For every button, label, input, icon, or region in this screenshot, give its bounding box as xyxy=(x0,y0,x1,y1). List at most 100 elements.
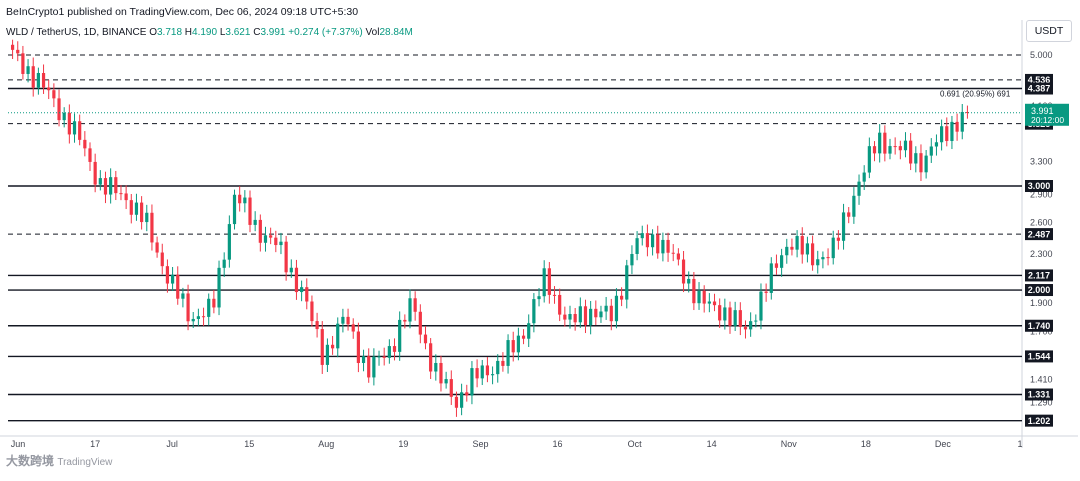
candle-body xyxy=(614,295,619,322)
candle-body xyxy=(676,253,680,260)
candle-body xyxy=(950,121,954,142)
candle-body xyxy=(372,356,376,378)
candle-body xyxy=(351,324,355,332)
level-badge xyxy=(1025,284,1053,297)
level-badge-label: 4.387 xyxy=(1028,84,1051,94)
candle-body xyxy=(62,112,66,121)
x-tick-label: 1 xyxy=(1017,439,1022,449)
candle-body xyxy=(305,287,309,302)
candle-body xyxy=(635,238,639,254)
candle-body xyxy=(552,294,557,296)
level-badge xyxy=(1025,269,1053,282)
candle-body xyxy=(201,316,206,318)
candle-body xyxy=(434,362,438,372)
y-tick-label: 2.300 xyxy=(1030,249,1053,259)
candle-body xyxy=(31,66,35,88)
candle-body xyxy=(718,305,722,321)
candle-body xyxy=(41,73,46,88)
y-tick-label: 1.410 xyxy=(1030,375,1053,385)
candle-body xyxy=(831,237,835,259)
candle-body xyxy=(821,257,825,260)
symbol-label: WLD / TetherUS, 1D, BINANCE xyxy=(6,27,147,38)
candle-body xyxy=(841,212,846,241)
candle-body xyxy=(367,356,371,378)
candle-body xyxy=(496,360,500,375)
level-badge-label: 1.544 xyxy=(1028,352,1051,362)
candle-body xyxy=(702,290,706,304)
candle-body xyxy=(883,132,887,154)
candle-body xyxy=(36,73,40,88)
candle-body xyxy=(475,368,479,379)
level-badge-label: 3.000 xyxy=(1028,181,1051,191)
candle-body xyxy=(238,194,242,204)
candle-body xyxy=(728,307,732,326)
candle-body xyxy=(129,200,133,215)
candle-body xyxy=(140,202,144,223)
candle-body xyxy=(470,368,474,396)
candle-body xyxy=(398,319,402,352)
candle-body xyxy=(919,153,923,173)
candle-body xyxy=(867,146,871,173)
y-tick-label: 2.600 xyxy=(1030,218,1053,228)
candle-body xyxy=(712,301,717,306)
level-badge xyxy=(1025,350,1053,363)
y-tick-label: 1.290 xyxy=(1030,398,1053,408)
candle-body xyxy=(609,305,613,322)
candle-body xyxy=(898,146,902,151)
candle-body xyxy=(263,235,268,243)
candle-body xyxy=(490,374,495,376)
candle-body xyxy=(940,126,944,143)
candle-body xyxy=(346,316,350,325)
candle-body xyxy=(506,340,510,366)
x-tick-label: Jul xyxy=(166,439,178,449)
candle-body xyxy=(392,346,397,352)
candle-body xyxy=(521,335,526,339)
candle-body xyxy=(377,356,381,358)
close-label: C xyxy=(253,27,261,38)
candle-body xyxy=(692,278,696,304)
y-tick-label: 2.900 xyxy=(1030,190,1053,200)
candle-body xyxy=(72,121,77,135)
candle-body xyxy=(454,396,459,408)
candle-body xyxy=(924,155,928,173)
high-value: 4.190 xyxy=(192,27,218,38)
candle-body xyxy=(893,146,897,148)
candle-body xyxy=(103,178,108,195)
candle-body xyxy=(88,148,92,162)
candle-body xyxy=(743,326,748,330)
volume-label: Vol xyxy=(365,27,380,38)
candle-body xyxy=(645,233,650,248)
x-tick-label: Oct xyxy=(628,439,643,449)
level-badge xyxy=(1025,228,1053,241)
candle-body xyxy=(810,243,815,266)
candle-body xyxy=(439,362,443,384)
candle-body xyxy=(284,241,288,273)
candle-body xyxy=(93,161,97,185)
candle-body xyxy=(150,212,154,243)
candle-body xyxy=(862,172,866,182)
candle-body xyxy=(98,178,102,185)
level-badge-label: 2.487 xyxy=(1028,229,1051,239)
candle-body xyxy=(578,306,582,323)
x-tick-label: Aug xyxy=(318,439,334,449)
candle-body xyxy=(341,316,345,324)
candle-body xyxy=(300,287,304,293)
candle-body xyxy=(542,268,546,297)
candle-body xyxy=(165,266,170,284)
candle-body xyxy=(558,294,562,315)
candle-body xyxy=(888,146,892,154)
candle-body xyxy=(687,278,691,284)
candle-body xyxy=(909,140,913,164)
low-value: 3.621 xyxy=(225,27,251,38)
level-badge xyxy=(1025,319,1053,332)
candle-body xyxy=(847,212,851,217)
candle-body xyxy=(945,126,949,142)
currency-button[interactable]: USDT xyxy=(1026,20,1072,42)
x-tick-label: 18 xyxy=(861,439,871,449)
candle-body xyxy=(661,239,665,254)
level-badge-label: 2.000 xyxy=(1028,285,1051,295)
candle-body xyxy=(227,224,231,260)
candle-body xyxy=(656,234,660,254)
x-tick-label: 19 xyxy=(398,439,408,449)
